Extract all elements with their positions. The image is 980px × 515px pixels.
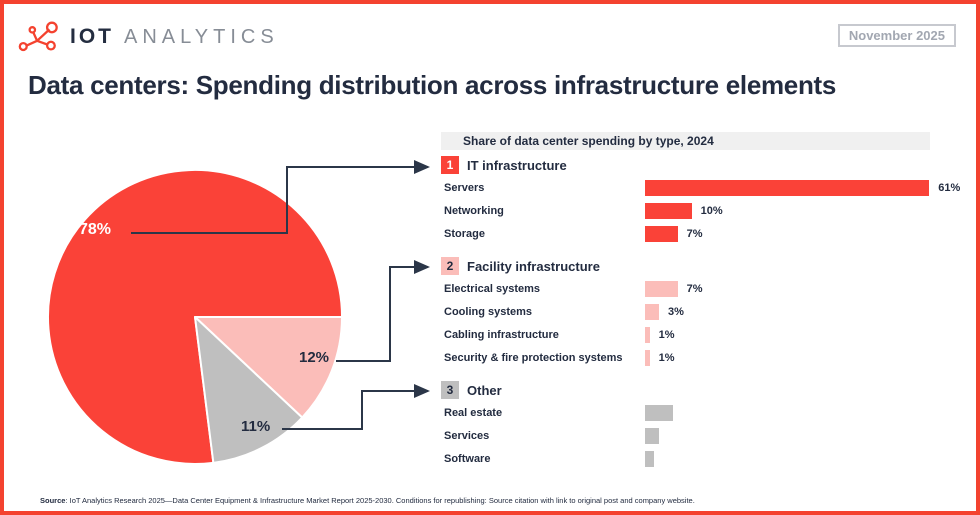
bar-rows: Servers 61% Networking 10% Storage 7% [441,176,966,245]
bar-row: Networking 10% [441,199,966,222]
page-title: Data centers: Spending distribution acro… [28,70,837,100]
connector-line-2 [336,260,430,362]
bar [645,280,678,297]
section-number-badge: 3 [441,381,459,399]
bar [645,225,678,242]
bar-row: Cabling infrastructure 1% [441,323,966,346]
pie-data-label-78: 78% [79,221,112,238]
date-badge: November 2025 [837,24,956,47]
bar-row: Storage 7% [441,222,966,245]
section-other: 3 Other Real estate Services Software [441,381,966,470]
bar-value-label: 61% [938,181,961,194]
source-text: : IoT Analytics Research 2025—Data Cente… [65,496,695,505]
bar-value-label: 7% [686,227,703,240]
section-it-infrastructure: 1 IT infrastructure Servers 61% Networking… [441,156,966,245]
bar [645,179,930,196]
bar-row: Electrical systems 7% [441,277,966,300]
bar-row: Services [441,424,966,447]
bar-category-label: Servers [444,181,485,194]
bar [645,450,655,467]
source-label: Source [40,496,66,505]
pie-data-label-12: 12% [299,349,330,366]
bar-value-label: 10% [700,204,723,217]
bar-rows: Electrical systems 7% Cooling systems 3% Cab… [441,277,966,369]
section-number-badge: 2 [441,257,459,275]
bar-category-label: Electrical systems [444,282,541,295]
bar-value-label: 1% [658,328,675,341]
bar-category-label: Cooling systems [444,305,533,318]
bar-row: Real estate [441,401,966,424]
pie-chart-svg [46,168,344,465]
section-header: 3 Other [441,381,966,399]
section-header: 1 IT infrastructure [441,156,966,174]
bar [645,303,659,320]
logo-text-analytics: ANALYTICS [124,25,279,48]
chart-subtitle: Share of data center spending by type, 2… [441,132,930,150]
pie-chart: 78% 12% 11% [46,168,344,466]
logo-text-iot: IOT [70,25,114,48]
bar-row: Security & fire protection systems 1% [441,346,966,369]
bar-category-label: Cabling infrastructure [444,328,559,341]
bar-row: Servers 61% [441,176,966,199]
bar-category-label: Services [444,429,490,442]
bar [645,349,650,366]
bar-category-label: Storage [444,227,485,240]
iot-analytics-logo-icon [18,21,58,52]
section-title: Facility infrastructure [467,258,600,274]
bar-category-label: Networking [444,204,504,217]
bar [645,427,659,444]
bar-value-label: 3% [667,305,684,318]
iot-analytics-logo: IOT ANALYTICS [18,20,279,54]
source-note: Source: IoT Analytics Research 2025—Data… [40,496,695,505]
bar-row: Software [441,447,966,470]
section-title: IT infrastructure [467,157,567,173]
bar-row: Cooling systems 3% [441,300,966,323]
bar-value-label: 1% [658,351,675,364]
section-number-badge: 1 [441,156,459,174]
bar [645,326,650,343]
pie-data-label-11: 11% [241,418,271,435]
bar [645,404,673,421]
section-facility-infrastructure: 2 Facility infrastructure Electrical sys… [441,257,966,369]
bar-category-label: Software [444,452,491,465]
bar-rows: Real estate Services Software [441,401,966,470]
bar-category-label: Security & fire protection systems [444,351,623,364]
section-header: 2 Facility infrastructure [441,257,966,275]
section-title: Other [467,382,502,398]
bar-value-label: 7% [686,282,703,295]
bar-panel: Share of data center spending by type, 2… [441,132,966,467]
bar-category-label: Real estate [444,406,503,419]
bar [645,202,692,219]
